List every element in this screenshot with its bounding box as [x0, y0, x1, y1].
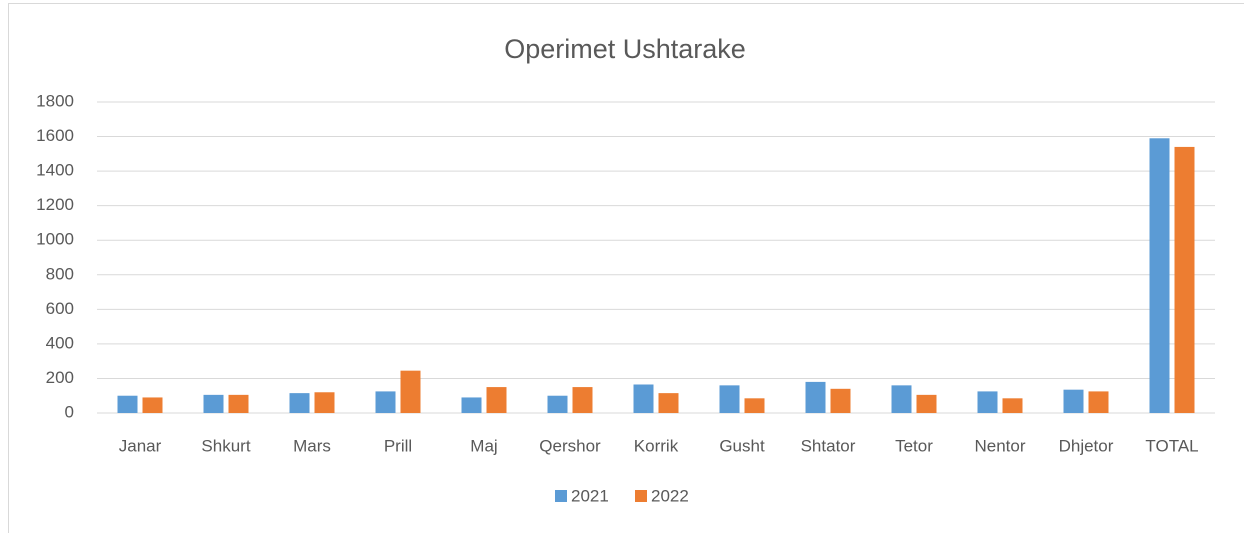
- y-tick-label: 600: [46, 299, 74, 318]
- bar: [916, 394, 937, 413]
- bar: [830, 388, 851, 413]
- x-tick-label: Shkurt: [201, 436, 250, 455]
- bar: [977, 391, 998, 413]
- y-tick-label: 1000: [36, 230, 74, 249]
- chart-frame: [8, 3, 1244, 533]
- chart-title: Operimet Ushtarake: [504, 34, 746, 64]
- bar: [805, 381, 826, 413]
- bar: [228, 394, 249, 413]
- bar: [658, 393, 679, 413]
- bar: [1174, 146, 1195, 413]
- bar: [1149, 138, 1170, 414]
- y-tick-label: 200: [46, 368, 74, 387]
- legend-swatch: [635, 490, 647, 502]
- bar: [719, 385, 740, 413]
- bar: [117, 395, 138, 413]
- x-tick-label: Shtator: [801, 436, 856, 455]
- y-tick-label: 1800: [36, 91, 74, 110]
- x-tick-label: Maj: [470, 436, 497, 455]
- bar: [1063, 389, 1084, 413]
- bar: [142, 397, 163, 413]
- legend-label: 2022: [651, 486, 689, 505]
- x-tick-label: Dhjetor: [1059, 436, 1114, 455]
- x-tick-label: Mars: [293, 436, 331, 455]
- y-tick-label: 800: [46, 264, 74, 283]
- x-tick-label: Gusht: [719, 436, 765, 455]
- x-tick-label: Korrik: [634, 436, 679, 455]
- y-tick-label: 400: [46, 333, 74, 352]
- x-tick-label: TOTAL: [1145, 436, 1198, 455]
- x-tick-label: Nentor: [974, 436, 1025, 455]
- x-tick-label: Janar: [119, 436, 162, 455]
- x-tick-label: Qershor: [539, 436, 601, 455]
- bar: [375, 391, 396, 413]
- bar: [572, 387, 593, 413]
- bar: [891, 385, 912, 413]
- y-tick-label: 1400: [36, 161, 74, 180]
- x-tick-label: Tetor: [895, 436, 933, 455]
- bar: [289, 393, 310, 413]
- bar: [461, 397, 482, 413]
- bar: [203, 394, 224, 413]
- x-tick-label: Prill: [384, 436, 412, 455]
- bar: [1088, 391, 1109, 413]
- y-tick-label: 1200: [36, 195, 74, 214]
- legend-label: 2021: [571, 486, 609, 505]
- y-tick-label: 1600: [36, 126, 74, 145]
- bar: [400, 370, 421, 413]
- bar: [633, 384, 654, 413]
- bar: [547, 395, 568, 413]
- bar: [314, 392, 335, 413]
- bar: [1002, 398, 1023, 413]
- legend-swatch: [555, 490, 567, 502]
- y-tick-label: 0: [65, 402, 74, 421]
- bar: [744, 398, 765, 413]
- bar: [486, 387, 507, 413]
